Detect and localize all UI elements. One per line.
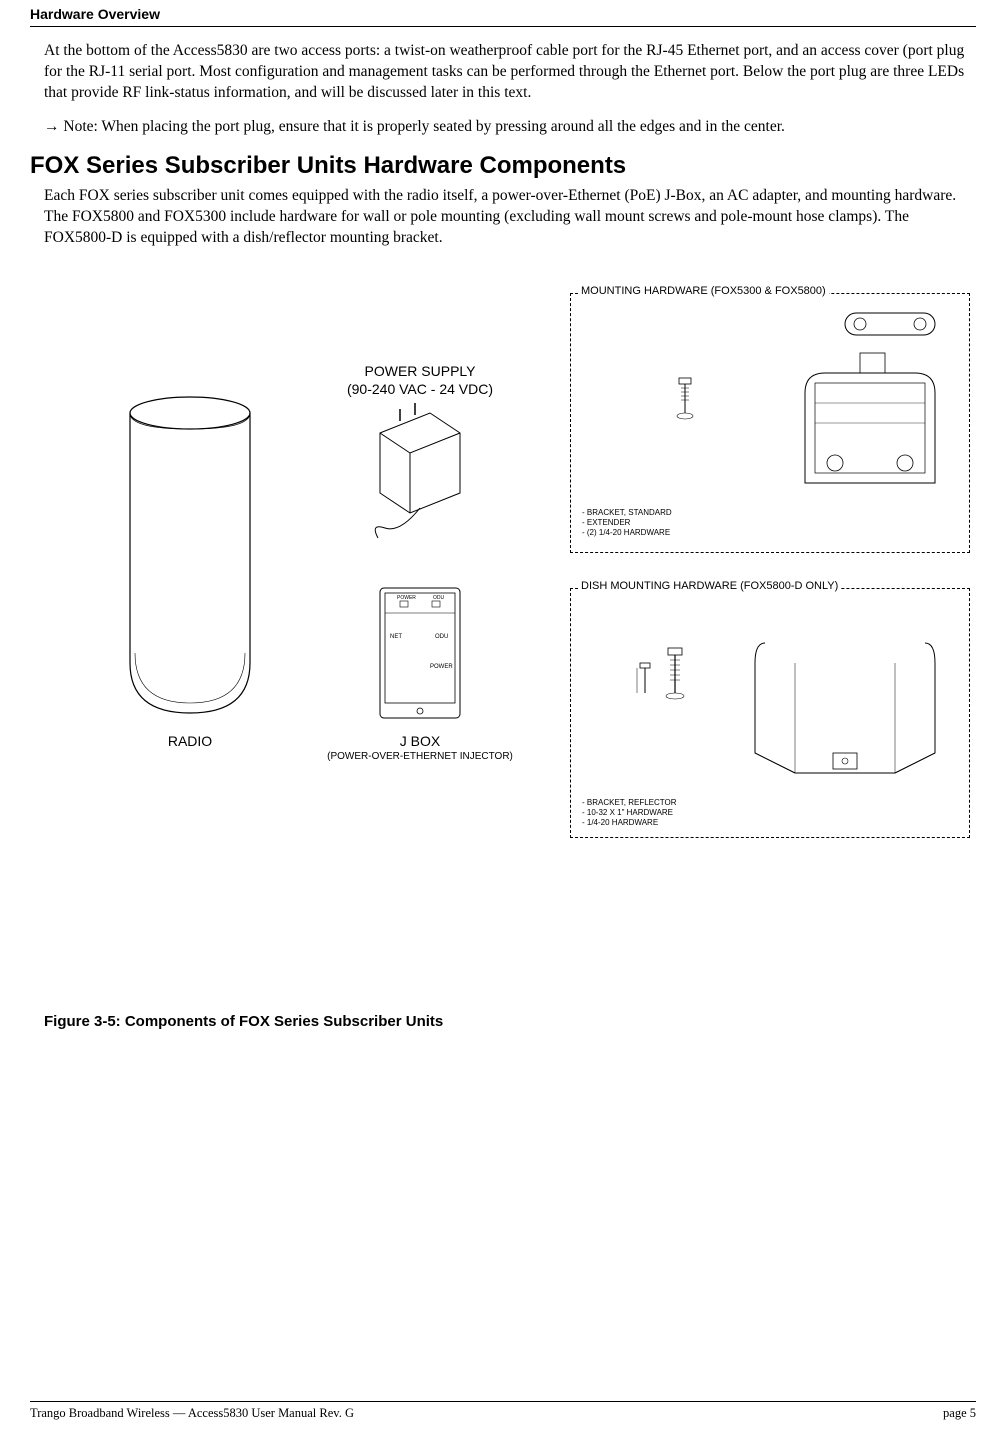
section-heading: FOX Series Subscriber Units Hardware Com… xyxy=(30,152,976,180)
paragraph-1: At the bottom of the Access5830 are two … xyxy=(44,41,976,104)
note-line: → Note: When placing the port plug, ensu… xyxy=(44,118,976,136)
radio-label: RADIO xyxy=(115,733,265,749)
mounting-hardware-title: MOUNTING HARDWARE (FOX5300 & FOX5800) xyxy=(578,285,829,297)
power-supply-label-1: POWER SUPPLY xyxy=(310,363,530,379)
page-header: Hardware Overview xyxy=(30,0,976,27)
dish-bracket-icon xyxy=(585,608,965,798)
svg-text:POWER: POWER xyxy=(397,595,416,601)
jbox-sublabel: (POWER-OVER-ETHERNET INJECTOR) xyxy=(300,751,540,762)
power-supply-label-2: (90-240 VAC - 24 VDC) xyxy=(310,381,530,397)
svg-text:ODU: ODU xyxy=(433,595,445,601)
footer-right: page 5 xyxy=(943,1406,976,1421)
svg-text:NET: NET xyxy=(390,634,402,640)
header-title: Hardware Overview xyxy=(30,6,160,22)
paragraph-2: Each FOX series subscriber unit comes eq… xyxy=(44,186,976,249)
components-diagram: RADIO POWER SUPPLY (90-240 VAC - 24 VDC)… xyxy=(30,263,976,983)
jbox-label: J BOX xyxy=(320,733,520,749)
mounting-hardware-items: - BRACKET, STANDARD - EXTENDER - (2) 1/4… xyxy=(582,508,672,539)
footer-left: Trango Broadband Wireless — Access5830 U… xyxy=(30,1406,354,1421)
note-arrow-icon: → xyxy=(44,118,60,135)
dish-hardware-title: DISH MOUNTING HARDWARE (FOX5800-D ONLY) xyxy=(578,580,841,592)
dish-hardware-items: - BRACKET, REFLECTOR - 10-32 X 1" HARDWA… xyxy=(582,798,677,829)
svg-text:ODU: ODU xyxy=(435,634,448,640)
mounting-bracket-icon xyxy=(585,308,965,508)
svg-text:POWER: POWER xyxy=(430,664,453,670)
note-text: Note: When placing the port plug, ensure… xyxy=(60,118,785,135)
jbox-icon: POWER ODU NET ODU POWER xyxy=(375,583,465,723)
radio-icon xyxy=(115,393,265,723)
page-footer: Trango Broadband Wireless — Access5830 U… xyxy=(30,1401,976,1421)
figure-caption: Figure 3-5: Components of FOX Series Sub… xyxy=(44,1013,976,1030)
power-supply-icon xyxy=(360,403,480,543)
